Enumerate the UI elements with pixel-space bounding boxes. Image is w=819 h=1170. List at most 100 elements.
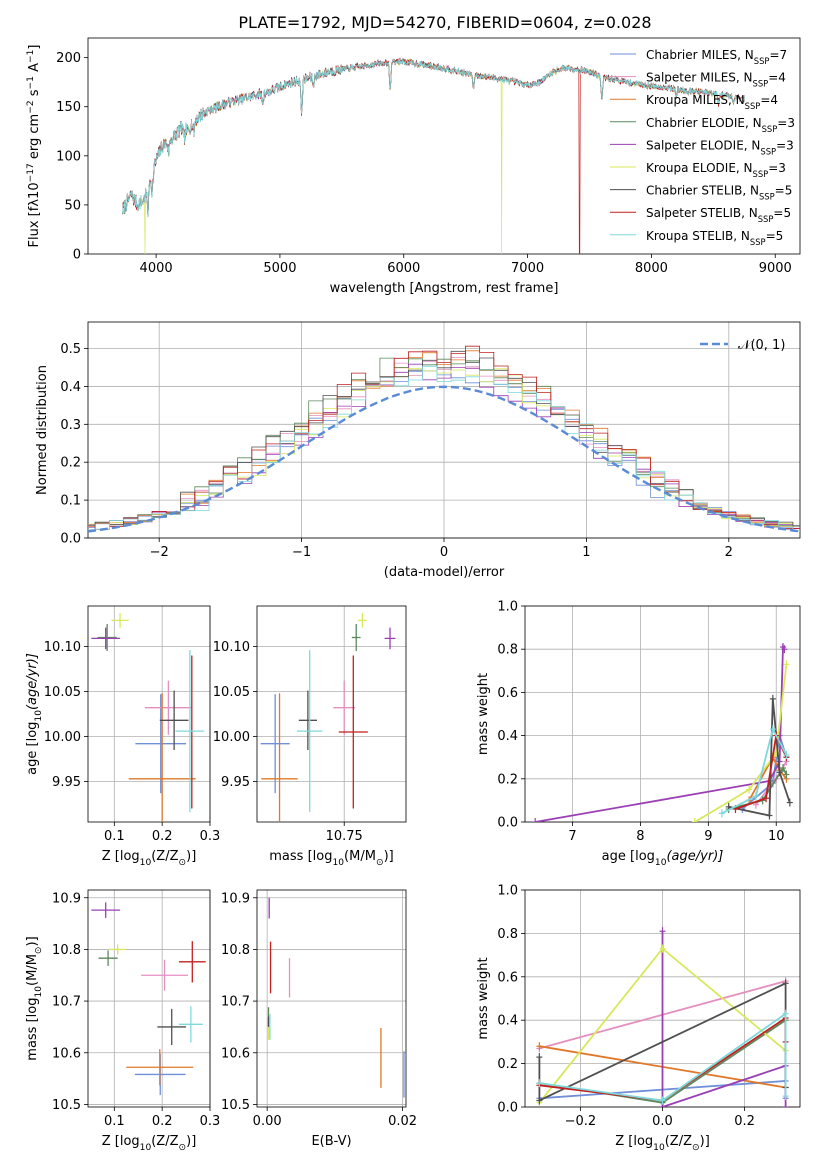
errorbar-point-7 bbox=[178, 941, 206, 983]
x-axis-label-part: (Z/Z bbox=[151, 849, 178, 864]
weight-series-8 bbox=[539, 1011, 787, 1102]
axes-frame bbox=[87, 321, 801, 539]
y-axis-label: age [log10(age/yr)] bbox=[25, 653, 44, 775]
y-axis-label-part: 10 bbox=[34, 710, 44, 722]
errorbar-point-4 bbox=[384, 627, 396, 650]
panel-mass-vs-EBV: 0.00 0.02 10.5 10.6 10.7 10.8 10.9 E(B-V) bbox=[221, 889, 417, 1149]
x-tick-label: 0.3 bbox=[200, 1114, 221, 1129]
legend-label-1-part: SSP bbox=[753, 79, 769, 89]
x-tick-label: 7000 bbox=[511, 261, 544, 276]
legend-label-8-part: Kroupa STELIB, N bbox=[646, 229, 750, 243]
legend-label-0-part: Chabrier MILES, N bbox=[646, 48, 754, 62]
x-tick-label: 0.2 bbox=[734, 1114, 755, 1129]
x-tick-label: −0.2 bbox=[565, 1114, 597, 1129]
legend-label-3-part: =3 bbox=[777, 116, 795, 130]
y-tick-label: 150 bbox=[56, 100, 81, 115]
y-tick-label: 10.00 bbox=[213, 730, 250, 745]
y-tick-label: 10.7 bbox=[52, 995, 81, 1010]
y-tick-label: 9.95 bbox=[52, 775, 81, 790]
x-axis-label-part: 10 bbox=[653, 1143, 665, 1153]
y-axis-label-part: ] bbox=[27, 45, 42, 50]
x-axis-label: (data-model)/error bbox=[384, 565, 505, 580]
y-tick-label: 0.0 bbox=[497, 1101, 518, 1116]
x-axis-label-part: Z [log bbox=[102, 849, 140, 864]
y-axis-label-part: erg cm bbox=[27, 114, 42, 163]
x-tick-label: −1 bbox=[292, 545, 311, 560]
y-axis-label-part: )] bbox=[25, 936, 40, 946]
errorbar-point-8 bbox=[178, 1006, 203, 1043]
x-tick-label: 8000 bbox=[635, 261, 668, 276]
y-tick-label: 10.05 bbox=[44, 685, 81, 700]
y-tick-label: 10.9 bbox=[52, 891, 81, 906]
panel-spectrum: 4000 5000 6000 7000 8000 9000 0 50 100 150 200 wave… bbox=[26, 37, 801, 296]
legend-label-6-part: Chabrier STELIB, N bbox=[646, 184, 759, 198]
x-tick-label: 10 bbox=[768, 829, 785, 844]
errorbar-point-4 bbox=[91, 902, 121, 918]
legend-label-8-part: =5 bbox=[766, 229, 784, 243]
errorbar-point-6 bbox=[157, 1008, 187, 1045]
y-tick-label: 10.10 bbox=[44, 640, 81, 655]
legend-label-8-part: SSP bbox=[750, 237, 766, 247]
y-axis-label: mass weight bbox=[476, 673, 491, 755]
y-tick-label: 0.4 bbox=[497, 1014, 518, 1029]
errorbar-point-1 bbox=[144, 680, 192, 735]
x-axis-label-part: (Z/Z bbox=[151, 1134, 178, 1149]
y-tick-label: 10.8 bbox=[221, 943, 250, 958]
x-axis-label-part: 10 bbox=[140, 858, 152, 868]
legend-label-4: Salpeter ELODIE, NSSP=3 bbox=[646, 138, 794, 156]
errorbar-point-1 bbox=[333, 680, 356, 735]
errorbar-point-3 bbox=[98, 950, 118, 966]
y-axis-label-part: −1 bbox=[26, 50, 36, 63]
y-tick-label: 0.0 bbox=[60, 532, 81, 547]
y-axis-label-part: λ bbox=[27, 199, 42, 207]
x-tick-label: 7 bbox=[568, 829, 576, 844]
x-axis-label-part: Z [log bbox=[102, 1134, 140, 1149]
y-tick-label: 10.7 bbox=[221, 995, 250, 1010]
legend-label-5-part: Kroupa ELODIE, N bbox=[646, 161, 753, 175]
errorbar-point-6 bbox=[159, 690, 189, 750]
legend-label-3-part: SSP bbox=[762, 124, 778, 134]
x-axis-label: Z [log10(Z/Z⊙)] bbox=[102, 849, 197, 868]
x-axis-label-part: 10 bbox=[140, 1143, 152, 1153]
y-tick-label: 0 bbox=[73, 248, 81, 263]
x-axis-label-part: 10 bbox=[655, 858, 667, 868]
y-tick-label: 0.2 bbox=[60, 456, 81, 471]
y-tick-label: 0.8 bbox=[497, 927, 518, 942]
x-axis-label-part: (age/yr)] bbox=[666, 849, 723, 864]
y-tick-label: 10.9 bbox=[221, 891, 250, 906]
normal-reference-curve bbox=[87, 385, 801, 533]
y-axis-label: Flux [fλ10−17 erg cm−2 s−1 A−1] bbox=[26, 45, 42, 248]
y-tick-label: 10.00 bbox=[44, 730, 81, 745]
y-axis-label-part: A bbox=[27, 63, 42, 76]
y-tick-label: 200 bbox=[56, 51, 81, 66]
x-tick-label: 0 bbox=[440, 545, 448, 560]
legend-label-0-part: SSP bbox=[754, 56, 770, 66]
x-axis-label-part: ⊙ bbox=[692, 1143, 700, 1153]
y-axis-label-part: (age/yr)] bbox=[25, 653, 40, 710]
y-tick-label: 0.2 bbox=[497, 772, 518, 787]
errorbar-point-0 bbox=[135, 694, 187, 794]
y-tick-label: 0.1 bbox=[60, 494, 81, 509]
y-tick-label: 10.5 bbox=[52, 1098, 81, 1113]
x-axis-label: mass [log10(M/M⊙)] bbox=[269, 849, 393, 868]
x-axis-label-part: (M/M bbox=[344, 849, 376, 864]
y-tick-label: 100 bbox=[56, 149, 81, 164]
legend-label-1-part: Salpeter MILES, N bbox=[646, 71, 753, 85]
legend-label-7-part: SSP bbox=[758, 214, 774, 224]
x-axis-label-part: )] bbox=[700, 1134, 710, 1149]
x-tick-label: 6000 bbox=[387, 261, 420, 276]
y-tick-label: 0.0 bbox=[497, 816, 518, 831]
x-axis-label-part: )] bbox=[186, 1134, 196, 1149]
errorbar-point-0 bbox=[260, 694, 290, 794]
y-tick-label: 9.95 bbox=[221, 775, 250, 790]
errorbar-point-2 bbox=[126, 1049, 194, 1086]
errorbar-point-3 bbox=[97, 624, 117, 651]
histogram-series-8 bbox=[88, 365, 800, 532]
legend-label-5-part: =3 bbox=[768, 161, 786, 175]
x-tick-label: 0.00 bbox=[253, 1114, 282, 1129]
y-tick-label: 10.8 bbox=[52, 943, 81, 958]
axes-frame bbox=[87, 889, 211, 1108]
errorbar-point-3 bbox=[351, 624, 361, 651]
